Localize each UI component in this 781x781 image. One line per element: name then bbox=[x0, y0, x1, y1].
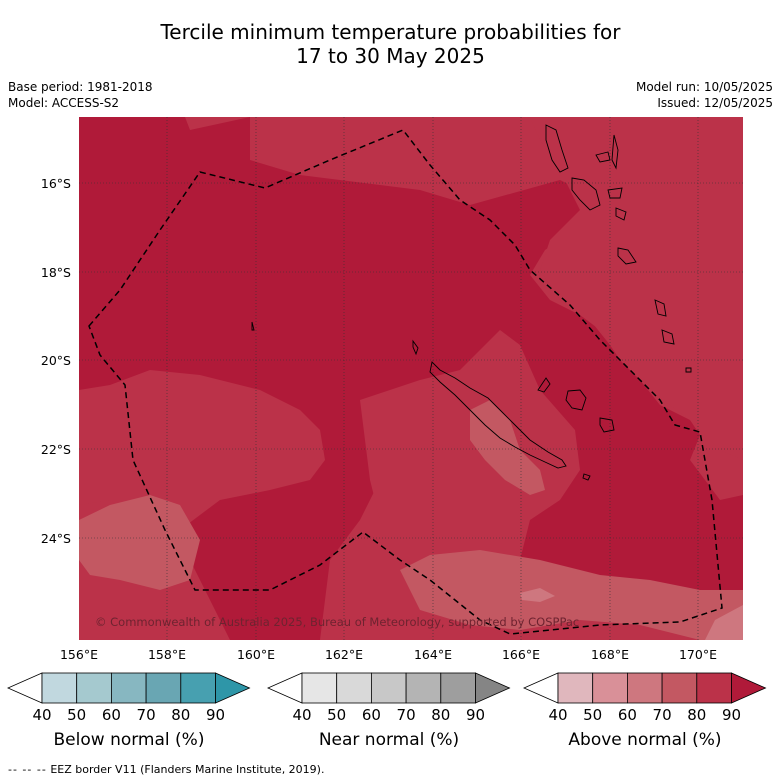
colorbar-above-tick-90: 90 bbox=[722, 706, 741, 724]
title-line-2: 17 to 30 May 2025 bbox=[296, 44, 485, 68]
colorbar-below-low-extend bbox=[7, 672, 43, 704]
colorbar-above-tick-60: 60 bbox=[618, 706, 637, 724]
eez-legend-text: EEZ border V11 (Flanders Marine Institut… bbox=[50, 763, 325, 776]
colorbar-below-tick-50: 50 bbox=[67, 706, 86, 724]
colorbar-near-bin-50 bbox=[336, 672, 372, 704]
colorbar-near-tick-80: 80 bbox=[431, 706, 450, 724]
base-period: Base period: 1981-2018 bbox=[8, 80, 153, 94]
colorbar-above-tick-80: 80 bbox=[687, 706, 706, 724]
colorbar-near-tick-70: 70 bbox=[397, 706, 416, 724]
model-name: Model: ACCESS-S2 bbox=[8, 96, 120, 110]
colorbar-below-tick-70: 70 bbox=[137, 706, 156, 724]
latitude-labels: 16°S 18°S 20°S 22°S 24°S bbox=[41, 176, 71, 546]
colorbar-above-bin-70 bbox=[661, 672, 698, 704]
colorbar-near-tick-40: 40 bbox=[292, 706, 311, 724]
colorbar-below-label: Below normal (%) bbox=[53, 730, 205, 750]
field-above-60-spot bbox=[520, 588, 555, 602]
colorbar-below-tick-40: 40 bbox=[32, 706, 51, 724]
lat-label-20s: 20°S bbox=[41, 353, 71, 368]
colorbar-above-bin-60 bbox=[627, 672, 663, 704]
colorbar-near-tick-50: 50 bbox=[327, 706, 346, 724]
colorbar-below-tick-90: 90 bbox=[206, 706, 225, 724]
probability-field bbox=[79, 117, 743, 640]
lat-label-18s: 18°S bbox=[41, 265, 71, 280]
colorbar-near-high-extend bbox=[475, 672, 511, 704]
colorbar-above-high-extend bbox=[731, 672, 767, 704]
colorbar-above-tick-70: 70 bbox=[653, 706, 672, 724]
new-caledonia-coast bbox=[429, 361, 567, 469]
colorbar-near-tick-60: 60 bbox=[362, 706, 381, 724]
eez-legend: -- -- -- EEZ border V11 (Flanders Marine… bbox=[8, 763, 324, 776]
colorbar-above-bin-50 bbox=[592, 672, 628, 704]
colorbar-above-bin-40 bbox=[557, 672, 594, 704]
lon-label-170e: 170°E bbox=[679, 647, 717, 662]
colorbar-below-bin-60 bbox=[111, 672, 147, 704]
colorbar-above: 40 50 60 70 80 90 bbox=[523, 672, 767, 724]
lat-label-24s: 24°S bbox=[41, 531, 71, 546]
lon-label-156e: 156°E bbox=[60, 647, 98, 662]
field-above-70-sw bbox=[79, 495, 200, 590]
eez-legend-dash: -- -- -- bbox=[8, 763, 47, 776]
colorbar-below-tick-80: 80 bbox=[171, 706, 190, 724]
colorbars: 40 50 60 70 80 90 40 50 60 70 80 90 40 50 60 70 80 90 bbox=[7, 672, 767, 724]
eez-border bbox=[88, 129, 723, 635]
colorbar-near-tick-90: 90 bbox=[466, 706, 485, 724]
colorbar-below-bin-70 bbox=[145, 672, 182, 704]
colorbar-near-bin-80 bbox=[440, 672, 476, 704]
field-above-80-interior bbox=[79, 370, 325, 530]
lon-label-168e: 168°E bbox=[591, 647, 629, 662]
colorbar-near-low-extend bbox=[267, 672, 303, 704]
colorbar-below-bin-50 bbox=[76, 672, 112, 704]
model-run: Model run: 10/05/2025 bbox=[635, 80, 773, 94]
colorbar-below-tick-60: 60 bbox=[102, 706, 121, 724]
field-above-60-corner bbox=[705, 605, 743, 640]
field-above-70-se bbox=[400, 550, 743, 640]
copyright-text: © Commonwealth of Australia 2025, Bureau… bbox=[95, 615, 579, 629]
gridlines bbox=[79, 117, 743, 640]
lon-label-158e: 158°E bbox=[148, 647, 186, 662]
colorbar-below: 40 50 60 70 80 90 bbox=[7, 672, 251, 724]
lon-label-166e: 166°E bbox=[502, 647, 540, 662]
lon-label-164e: 164°E bbox=[414, 647, 452, 662]
colorbar-near: 40 50 60 70 80 90 bbox=[267, 672, 511, 724]
lon-label-162e: 162°E bbox=[325, 647, 363, 662]
colorbar-above-tick-50: 50 bbox=[583, 706, 602, 724]
longitude-labels: 156°E 158°E 160°E 162°E 164°E 166°E 168°… bbox=[60, 647, 717, 662]
colorbar-near-bin-40 bbox=[301, 672, 338, 704]
colorbar-above-tick-40: 40 bbox=[548, 706, 567, 724]
field-above-70-center bbox=[470, 400, 545, 495]
colorbar-near-bin-70 bbox=[405, 672, 442, 704]
colorbar-below-bin-80 bbox=[180, 672, 216, 704]
lat-label-16s: 16°S bbox=[41, 176, 71, 191]
field-above-90 bbox=[79, 117, 743, 640]
lat-label-22s: 22°S bbox=[41, 442, 71, 457]
title-line-1: Tercile minimum temperature probabilitie… bbox=[160, 20, 621, 44]
issued-date: Issued: 12/05/2025 bbox=[657, 96, 773, 110]
colorbar-below-bin-40 bbox=[41, 672, 78, 704]
coastlines bbox=[251, 124, 692, 481]
colorbar-above-low-extend bbox=[523, 672, 559, 704]
colorbar-near-label: Near normal (%) bbox=[318, 730, 460, 750]
colorbar-above-label: Above normal (%) bbox=[568, 730, 722, 750]
colorbar-above-bin-80 bbox=[696, 672, 732, 704]
colorbar-near-bin-60 bbox=[370, 672, 407, 704]
colorbar-below-high-extend bbox=[215, 672, 251, 704]
lon-label-160e: 160°E bbox=[237, 647, 275, 662]
